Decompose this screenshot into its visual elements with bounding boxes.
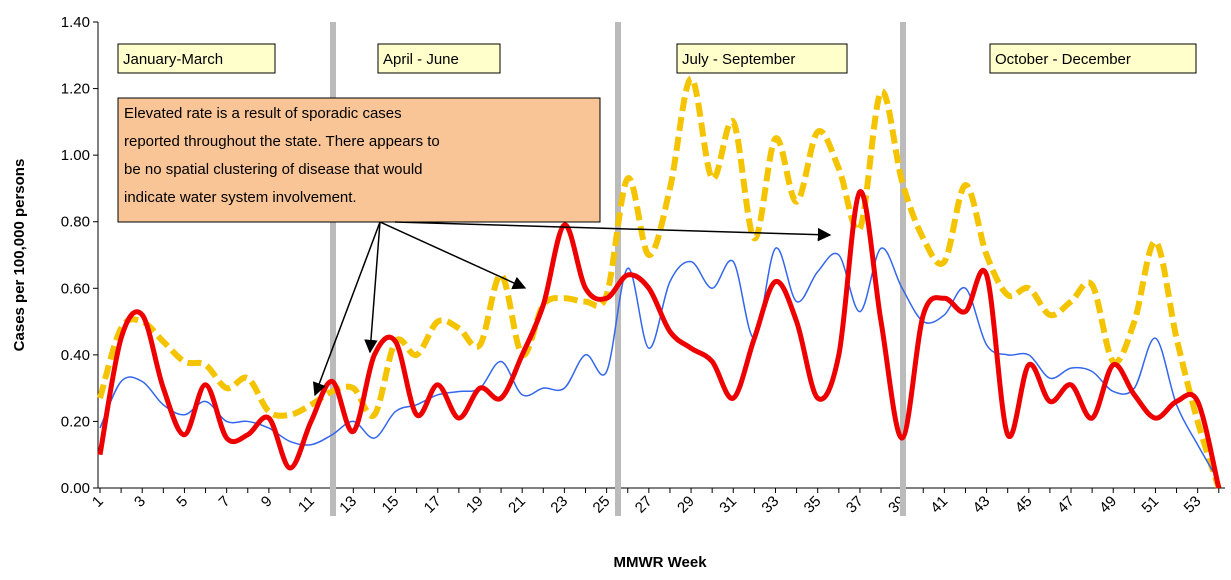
x-tick-label: 7 (216, 493, 234, 511)
x-tick-label: 9 (258, 493, 276, 511)
quarter-label: July - September (682, 51, 795, 68)
y-tick-label: 0.60 (61, 280, 90, 297)
series-line (97, 189, 1222, 489)
x-tick-label: 53 (1181, 493, 1205, 517)
callout-arrow (379, 221, 527, 290)
callout-text: Elevated rate is a result of sporadic ca… (124, 105, 402, 122)
callout-box (117, 97, 601, 223)
callout-arrow (364, 221, 381, 354)
callout-text: reported throughout the state. There app… (124, 133, 440, 150)
x-tick-label: 23 (547, 493, 571, 517)
y-tick-label: 0.40 (61, 347, 90, 364)
x-tick-label: 15 (379, 493, 403, 517)
quarter-divider (330, 22, 336, 516)
y-tick-label: 1.00 (61, 147, 90, 164)
quarter-label: January-March (123, 51, 223, 68)
quarter-label-box (117, 43, 276, 74)
quarter-label-box (989, 43, 1197, 74)
x-tick-label: 31 (716, 493, 740, 517)
x-tick-label: 51 (1138, 493, 1162, 517)
y-tick-label: 1.20 (61, 81, 90, 98)
x-tick-label: 21 (505, 493, 529, 517)
quarter-label: October - December (995, 51, 1131, 68)
x-tick-label: 5 (173, 493, 191, 511)
x-tick-label: 41 (927, 493, 951, 517)
quarter-label-box (377, 43, 501, 74)
x-tick-label: 37 (843, 493, 867, 517)
y-axis-title: Cases per 100,000 persons (11, 159, 28, 352)
x-tick-label: 47 (1054, 493, 1078, 517)
series-line (97, 75, 1222, 489)
x-tick-label: 17 (421, 493, 445, 517)
quarter-label: April - June (383, 51, 459, 68)
callout-arrow (312, 221, 381, 397)
x-tick-label: 3 (131, 493, 149, 511)
x-tick-label: 11 (295, 493, 318, 516)
x-tick-label: 25 (590, 493, 614, 517)
x-tick-label: 19 (463, 493, 487, 517)
x-tick-label: 45 (1012, 493, 1036, 517)
x-tick-label: 49 (1096, 493, 1120, 517)
x-axis-title: MMWR Week (613, 554, 707, 571)
plot: 0.000.200.400.600.801.001.201.401 3 5 7 9 11 1… (61, 14, 1225, 517)
x-tick-label: 33 (758, 493, 782, 517)
x-tick-label: 27 (632, 493, 656, 517)
series-line (99, 247, 1220, 482)
x-tick-label: 35 (801, 493, 825, 517)
quarter-divider (615, 22, 621, 516)
callout-text: be no spatial clustering of disease that… (124, 161, 423, 178)
y-tick-label: 0.80 (61, 214, 90, 231)
x-tick-label: 29 (674, 493, 698, 517)
callout-arrow (394, 221, 832, 242)
y-tick-label: 0.20 (61, 413, 90, 430)
y-tick-label: 1.40 (61, 14, 90, 31)
callout-text: indicate water system involvement. (124, 189, 357, 206)
quarter-divider (900, 22, 906, 516)
x-tick-label: 13 (336, 493, 360, 517)
y-tick-label: 0.00 (61, 480, 90, 497)
quarter-label-box (676, 43, 848, 74)
x-tick-label: 1 (89, 493, 107, 511)
x-tick-label: 43 (970, 493, 994, 517)
